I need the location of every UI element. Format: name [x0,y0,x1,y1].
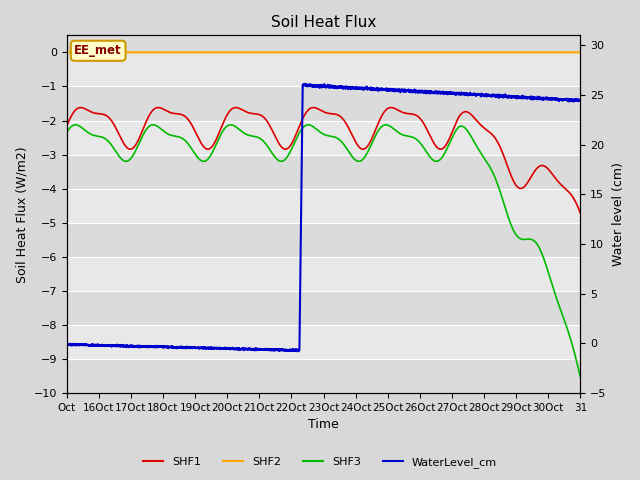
Bar [67,291,580,325]
Bar [67,155,580,189]
Bar [67,359,580,393]
X-axis label: Time: Time [308,419,339,432]
Title: Soil Heat Flux: Soil Heat Flux [271,15,376,30]
Y-axis label: Soil Heat Flux (W/m2): Soil Heat Flux (W/m2) [15,146,28,283]
Y-axis label: Water level (cm): Water level (cm) [612,162,625,266]
Bar [67,223,580,257]
Text: EE_met: EE_met [74,44,122,57]
Bar [67,18,580,52]
Bar [67,86,580,120]
Legend: SHF1, SHF2, SHF3, WaterLevel_cm: SHF1, SHF2, SHF3, WaterLevel_cm [138,452,502,472]
